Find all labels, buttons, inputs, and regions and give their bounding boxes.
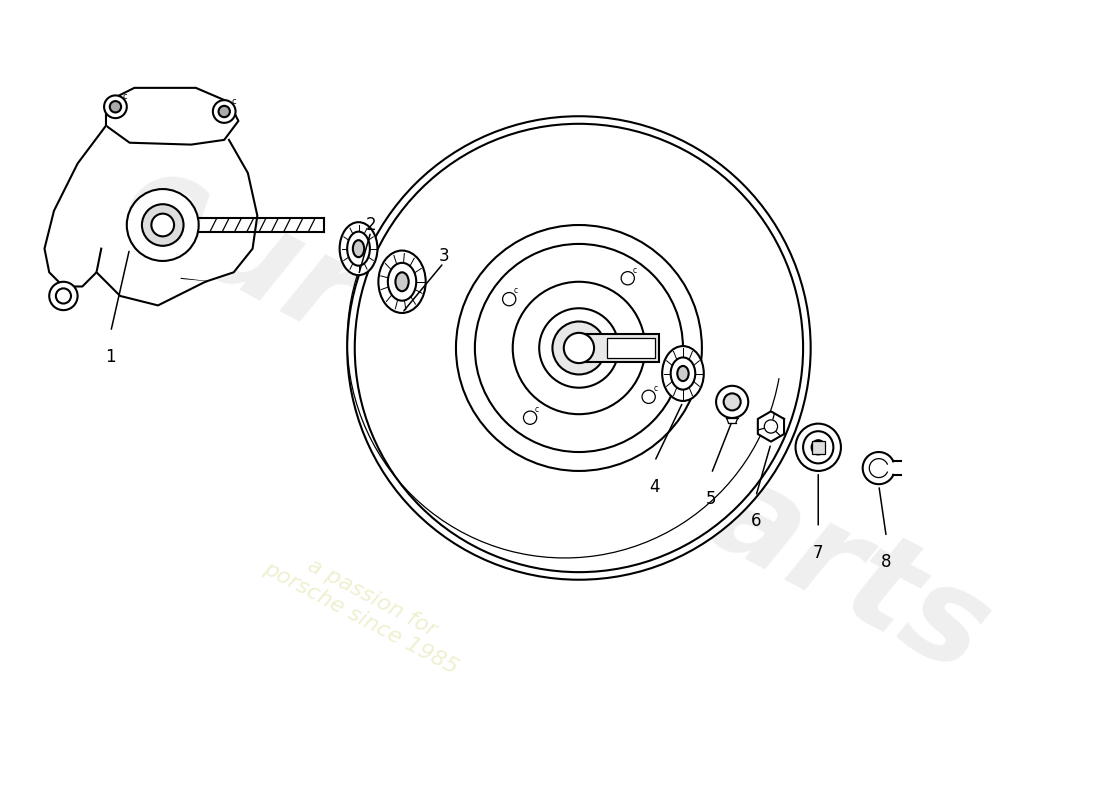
Circle shape bbox=[642, 390, 656, 403]
Ellipse shape bbox=[388, 263, 416, 301]
Circle shape bbox=[513, 282, 645, 414]
Text: 6: 6 bbox=[750, 512, 761, 530]
Ellipse shape bbox=[395, 272, 409, 291]
Circle shape bbox=[621, 272, 635, 285]
Circle shape bbox=[552, 322, 605, 374]
Circle shape bbox=[539, 308, 618, 388]
Circle shape bbox=[716, 386, 748, 418]
Circle shape bbox=[524, 411, 537, 424]
Text: c: c bbox=[535, 405, 539, 414]
Circle shape bbox=[348, 116, 811, 580]
Text: c: c bbox=[232, 97, 236, 106]
Circle shape bbox=[142, 204, 184, 246]
Ellipse shape bbox=[795, 424, 840, 471]
FancyBboxPatch shape bbox=[607, 338, 654, 358]
Circle shape bbox=[50, 282, 78, 310]
Polygon shape bbox=[862, 452, 893, 484]
Text: c: c bbox=[514, 286, 518, 295]
Circle shape bbox=[56, 288, 72, 303]
Text: 7: 7 bbox=[813, 544, 824, 562]
Polygon shape bbox=[758, 411, 784, 442]
Ellipse shape bbox=[812, 440, 825, 454]
Text: c: c bbox=[653, 384, 658, 393]
Circle shape bbox=[564, 333, 594, 363]
Circle shape bbox=[152, 214, 174, 236]
Text: c: c bbox=[632, 266, 637, 274]
Ellipse shape bbox=[353, 240, 364, 257]
Circle shape bbox=[764, 420, 778, 433]
Circle shape bbox=[126, 189, 199, 261]
Circle shape bbox=[456, 225, 702, 471]
Ellipse shape bbox=[671, 358, 695, 390]
Circle shape bbox=[503, 293, 516, 306]
Circle shape bbox=[104, 95, 126, 118]
Text: c: c bbox=[122, 92, 127, 102]
Ellipse shape bbox=[662, 346, 704, 401]
Polygon shape bbox=[97, 272, 206, 306]
Ellipse shape bbox=[348, 232, 370, 266]
Polygon shape bbox=[182, 140, 257, 282]
Text: 8: 8 bbox=[881, 554, 892, 571]
Ellipse shape bbox=[803, 431, 834, 463]
Text: 3: 3 bbox=[438, 246, 449, 265]
Text: a passion for
porsche since 1985: a passion for porsche since 1985 bbox=[260, 538, 472, 678]
FancyBboxPatch shape bbox=[579, 334, 659, 362]
Polygon shape bbox=[44, 126, 106, 286]
Text: 2: 2 bbox=[365, 215, 376, 234]
Text: 4: 4 bbox=[649, 478, 660, 495]
Ellipse shape bbox=[678, 366, 689, 381]
Circle shape bbox=[110, 101, 121, 113]
Circle shape bbox=[219, 106, 230, 117]
Circle shape bbox=[724, 394, 740, 410]
Text: eurocarparts: eurocarparts bbox=[101, 137, 1010, 701]
Bar bbox=[812, 441, 825, 454]
Ellipse shape bbox=[378, 250, 426, 313]
Text: 5: 5 bbox=[706, 490, 716, 508]
Polygon shape bbox=[106, 88, 239, 145]
Text: 1: 1 bbox=[106, 348, 116, 366]
Circle shape bbox=[213, 100, 235, 123]
Circle shape bbox=[475, 244, 683, 452]
Ellipse shape bbox=[340, 222, 377, 275]
